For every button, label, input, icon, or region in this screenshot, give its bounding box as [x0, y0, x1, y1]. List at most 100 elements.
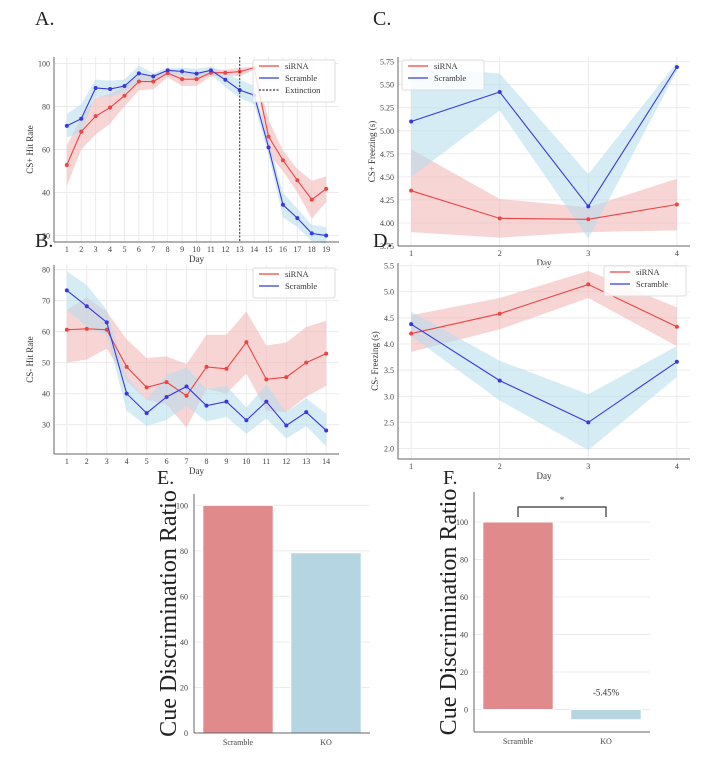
y-tick-label: 60 [42, 146, 50, 155]
data-point-scramble [204, 403, 209, 408]
y-tick-label: 40 [42, 189, 50, 198]
y-tick-label: 20 [180, 683, 188, 692]
data-point-scramble [284, 423, 289, 428]
y-tick-label: 4.50 [380, 173, 394, 182]
x-tick-label: 3 [94, 245, 98, 254]
data-point-sirna [144, 385, 149, 390]
x-axis-label: Day [537, 258, 552, 268]
data-point-scramble [409, 322, 414, 327]
data-point-scramble [280, 202, 285, 207]
panel-label: A. [35, 8, 54, 30]
data-point-sirna [151, 79, 156, 84]
data-point-sirna [674, 202, 679, 207]
x-tick-label: 12 [221, 245, 229, 254]
data-point-sirna [165, 71, 170, 76]
x-tick-label: Scramble [503, 737, 534, 746]
x-tick-label: 14 [322, 457, 330, 466]
y-tick-label: 5.00 [380, 127, 394, 136]
data-point-sirna [122, 93, 127, 98]
y-tick-label: 3.0 [384, 392, 394, 401]
data-point-scramble [309, 231, 314, 236]
data-point-sirna [124, 364, 129, 369]
y-tick-label: 20 [460, 668, 468, 677]
series-line-sirna [411, 283, 678, 335]
y-tick-label: 5.0 [384, 288, 394, 297]
data-point-scramble [324, 233, 329, 238]
bar-data-label: -5.45% [593, 688, 620, 698]
x-tick-label: KO [600, 737, 612, 746]
x-tick-label: 12 [282, 457, 290, 466]
data-point-sirna [304, 360, 309, 365]
x-tick-label: 2 [79, 245, 83, 254]
x-tick-label: 2 [85, 457, 89, 466]
y-tick-label: 4.0 [384, 340, 394, 349]
y-tick-label: 3.5 [384, 366, 394, 375]
x-tick-label: 10 [193, 245, 201, 254]
data-point-sirna [64, 162, 69, 167]
legend-label: Extinction [285, 85, 321, 95]
ci-band-scramble [66, 271, 327, 447]
x-axis-label: Day [189, 254, 204, 264]
x-tick-label: 3 [105, 457, 109, 466]
legend-label: siRNA [285, 269, 309, 279]
data-point-sirna [674, 324, 679, 329]
y-tick-label: 3.75 [380, 242, 394, 251]
legend-label: Scramble [285, 281, 317, 291]
data-point-sirna [64, 327, 69, 332]
legend-label: siRNA [285, 61, 309, 71]
y-tick-label: 5.25 [380, 104, 394, 113]
legend-box [252, 267, 336, 299]
y-axis-label: Cue Discrimination Ratio [156, 490, 182, 737]
y-tick-label: 80 [460, 556, 468, 565]
y-tick-label: 2.0 [384, 445, 394, 454]
panel-label: D. [373, 230, 392, 252]
x-axis-label: Day [537, 471, 552, 481]
data-point-sirna [180, 77, 185, 82]
x-tick-label: 6 [137, 245, 141, 254]
x-tick-label: 7 [151, 245, 155, 254]
legend: siRNA Scramble [603, 265, 687, 297]
y-axis-label: CS- Freezing (s) [370, 331, 380, 391]
series-line-scramble [66, 289, 327, 431]
x-tick-label: 5 [145, 457, 149, 466]
legend: siRNA Scramble [401, 59, 485, 91]
data-point-sirna [280, 158, 285, 163]
data-point-scramble [266, 145, 271, 150]
bar-ko [570, 709, 642, 721]
data-point-sirna [204, 364, 209, 369]
x-tick-label: 13 [236, 245, 244, 254]
data-point-sirna [108, 105, 113, 110]
data-point-sirna [409, 188, 414, 193]
bar-scramble [202, 504, 274, 734]
data-point-sirna [244, 340, 249, 345]
panel-label: E. [157, 467, 174, 489]
legend-label: Scramble [434, 73, 466, 83]
data-point-sirna [223, 70, 228, 75]
x-tick-label: 15 [265, 245, 273, 254]
panel-label: B. [35, 230, 53, 252]
x-tick-label: 16 [279, 245, 287, 254]
data-point-sirna [409, 331, 414, 336]
y-tick-label: 20 [42, 232, 50, 241]
x-tick-label: 13 [302, 457, 310, 466]
y-tick-label: 70 [42, 297, 50, 306]
bar-scramble [482, 521, 554, 710]
data-point-scramble [136, 71, 141, 76]
data-point-scramble [223, 77, 228, 82]
y-tick-label: 100 [176, 501, 188, 510]
y-tick-label: 40 [42, 390, 50, 399]
data-point-sirna [194, 77, 199, 82]
data-point-scramble [184, 384, 189, 389]
data-point-sirna [497, 216, 502, 221]
x-tick-label: 1 [409, 249, 413, 258]
y-tick-label: 4.00 [380, 219, 394, 228]
x-tick-label: 9 [180, 245, 184, 254]
legend-box [603, 265, 687, 297]
x-tick-label: 1 [65, 245, 69, 254]
x-tick-label: 6 [165, 457, 169, 466]
data-point-scramble [497, 378, 502, 383]
ci-band-scramble [411, 62, 677, 239]
data-point-scramble [79, 116, 84, 121]
